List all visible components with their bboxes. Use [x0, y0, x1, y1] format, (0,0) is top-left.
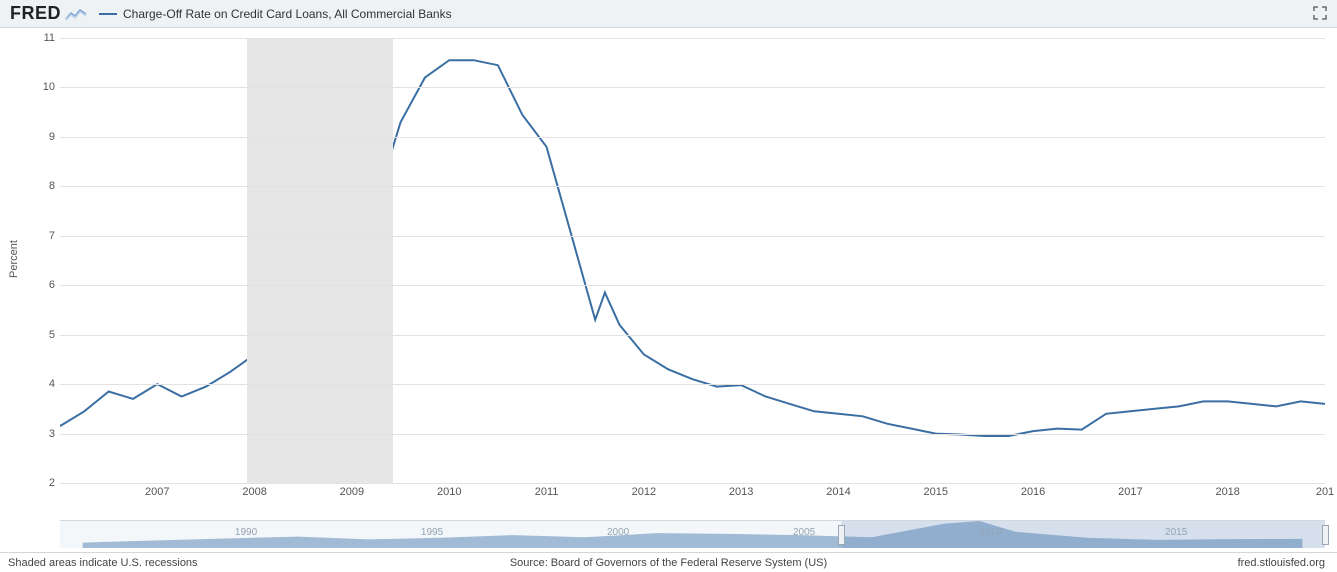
expand-icon[interactable] — [1313, 6, 1327, 20]
footer-link[interactable]: fred.stlouisfed.org — [1238, 557, 1325, 569]
slider-handle-left[interactable] — [838, 525, 845, 545]
legend-swatch — [99, 13, 117, 15]
gridline — [60, 335, 1325, 336]
slider-handle-right[interactable] — [1322, 525, 1329, 545]
y-tick-label: 7 — [49, 230, 55, 242]
chart-header: FRED Charge-Off Rate on Credit Card Loan… — [0, 0, 1337, 28]
y-tick-label: 10 — [43, 81, 55, 93]
y-tick-label: 5 — [49, 329, 55, 341]
gridline — [60, 236, 1325, 237]
overview-strip[interactable]: 1990 1995 2000 2005 2010 2015 — [60, 520, 1325, 548]
x-tick-label: 2008 — [242, 486, 266, 498]
overview-tick-label: 2005 — [793, 527, 815, 538]
x-tick-label: 2017 — [1118, 486, 1142, 498]
gridline — [60, 384, 1325, 385]
overview-tick-label: 1990 — [235, 527, 257, 538]
gridline — [60, 137, 1325, 138]
overview-tick-label: 2000 — [607, 527, 629, 538]
x-tick-label: 2016 — [1021, 486, 1045, 498]
line-chart-svg — [60, 38, 1325, 483]
x-tick-label: 2011 — [535, 486, 559, 498]
x-tick-label: 2007 — [145, 486, 169, 498]
x-tick-label: 2015 — [924, 486, 948, 498]
y-tick-label: 11 — [44, 32, 55, 44]
x-tick-label: 2009 — [340, 486, 364, 498]
overview-tick-label: 2015 — [1165, 527, 1187, 538]
overview-tick-label: 1995 — [421, 527, 443, 538]
x-tick-label: 2012 — [632, 486, 656, 498]
x-tick-label: 2010 — [437, 486, 461, 498]
x-tick-label: 201 — [1316, 486, 1334, 498]
x-tick-label: 2018 — [1215, 486, 1239, 498]
gridline — [60, 434, 1325, 435]
fred-logo: FRED — [10, 3, 87, 24]
gridline — [60, 483, 1325, 484]
y-axis-label: Percent — [8, 240, 20, 278]
x-tick-label: 2013 — [729, 486, 753, 498]
overview-tick-label: 2010 — [979, 527, 1001, 538]
y-tick-label: 8 — [49, 180, 55, 192]
y-tick-label: 3 — [49, 428, 55, 440]
y-tick-label: 9 — [49, 131, 55, 143]
logo-text: FRED — [10, 3, 61, 24]
y-tick-label: 6 — [49, 279, 55, 291]
gridline — [60, 38, 1325, 39]
gridline — [60, 87, 1325, 88]
y-tick-label: 2 — [49, 477, 55, 489]
legend-label: Charge-Off Rate on Credit Card Loans, Al… — [123, 7, 452, 21]
legend-item[interactable]: Charge-Off Rate on Credit Card Loans, Al… — [99, 7, 452, 21]
gridline — [60, 285, 1325, 286]
footer-source: Source: Board of Governors of the Federa… — [510, 557, 827, 569]
logo-chart-icon — [65, 7, 87, 21]
series-line — [60, 60, 1325, 436]
chart-footer: Shaded areas indicate U.S. recessions So… — [0, 552, 1337, 572]
chart-area: Percent 2 3 4 5 6 7 8 9 10 11 2007 2008 2009 2010 2011… — [0, 28, 1337, 518]
slider-selection — [841, 521, 1325, 548]
plot-area[interactable] — [60, 38, 1325, 483]
x-tick-label: 2014 — [826, 486, 850, 498]
y-tick-label: 4 — [49, 378, 55, 390]
footer-recession-note: Shaded areas indicate U.S. recessions — [8, 557, 198, 569]
gridline — [60, 186, 1325, 187]
